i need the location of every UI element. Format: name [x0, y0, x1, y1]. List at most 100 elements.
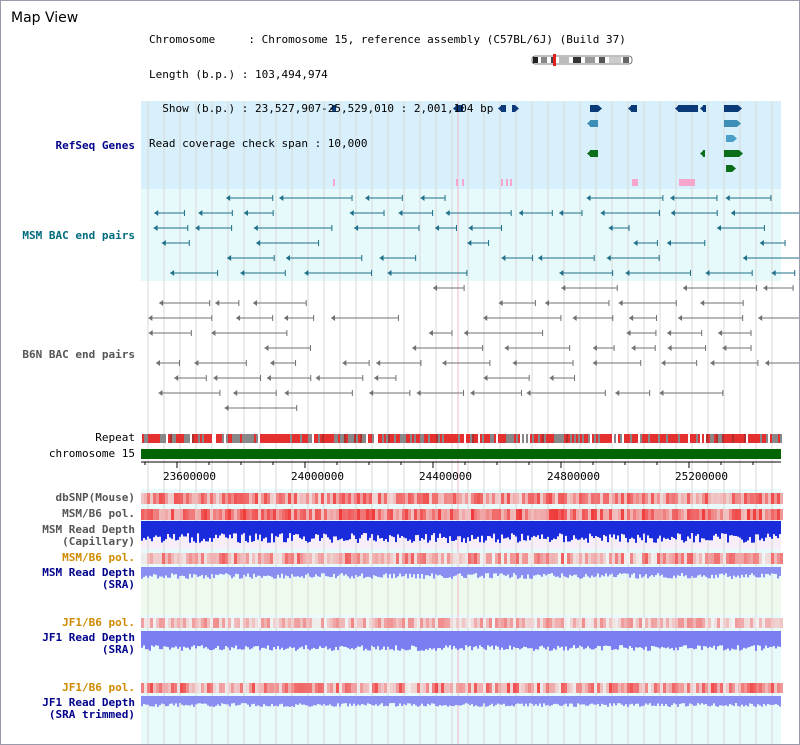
repeat-segment: [386, 434, 388, 443]
dbsnp-heat: [534, 493, 537, 504]
msm-capillary-depth: [267, 521, 269, 543]
msm-sra-depth: [173, 567, 175, 575]
repeat-segment: [354, 434, 356, 443]
msm-sra-depth: [627, 567, 629, 574]
jf1-sra-depth: [605, 631, 607, 646]
dbsnp-heat: [432, 493, 435, 504]
msm-pol2-heat: [699, 553, 702, 564]
jf1-pol2-heat: [156, 683, 159, 693]
repeat-segment: [378, 434, 380, 443]
msm-bac-pair-end: [154, 210, 159, 216]
msm-capillary-depth: [725, 521, 727, 534]
msm-capillary-depth: [483, 521, 485, 543]
jf1-trim-depth: [669, 696, 671, 707]
jf1-sra-depth: [559, 631, 561, 648]
msm-pol-heat: [216, 509, 219, 520]
dbsnp-heat: [291, 493, 294, 504]
msm-pol-heat: [318, 509, 321, 520]
jf1-sra-depth: [283, 631, 285, 650]
jf1-trim-depth: [205, 696, 207, 704]
jf1-sra-depth: [201, 631, 203, 646]
msm-capillary-depth: [597, 521, 599, 537]
msm-sra-depth: [761, 567, 763, 574]
jf1-sra-depth: [475, 631, 477, 647]
msm-capillary-depth: [507, 521, 509, 538]
gene-marker: [506, 179, 508, 186]
msm-capillary-depth: [399, 521, 401, 538]
msm-capillary-depth: [203, 521, 205, 539]
jf1-sra-depth: [673, 631, 675, 651]
repeat-segment: [632, 434, 634, 443]
jf1-pol-heat: [174, 618, 177, 628]
msm-capillary-depth: [287, 521, 289, 539]
dbsnp-heat: [348, 493, 351, 504]
b6n-bac-pair-end: [667, 330, 672, 336]
jf1-sra-depth: [653, 631, 655, 647]
msm-sra-depth: [287, 567, 289, 577]
jf1-trim-depth: [715, 696, 717, 707]
msm-capillary-depth: [489, 521, 491, 537]
msm-capillary-depth: [553, 521, 555, 539]
jf1-trim-depth: [733, 696, 735, 707]
chromosome-ideogram[interactable]: [529, 54, 635, 66]
msm-pol2-heat: [537, 553, 540, 564]
msm-capillary-depth: [585, 521, 587, 539]
msm-sra-depth: [379, 567, 381, 578]
msm-sra-depth: [613, 567, 615, 578]
dbsnp-heat: [441, 493, 444, 504]
dbsnp-heat: [774, 493, 777, 504]
repeat-segment: [510, 434, 512, 443]
msm-sra-depth: [535, 567, 537, 576]
msm-sra-depth: [205, 567, 207, 576]
dbsnp-heat: [546, 493, 549, 504]
gene-arrow: [733, 135, 737, 142]
msm-sra-depth: [509, 567, 511, 578]
msm-capillary-depth: [579, 521, 581, 540]
jf1-pol-heat: [570, 618, 573, 628]
jf1-trim-depth: [213, 696, 215, 707]
msm-capillary-depth: [385, 521, 387, 540]
jf1-pol2-heat: [708, 683, 711, 693]
repeat-segment: [338, 434, 340, 443]
repeat-segment: [612, 434, 614, 443]
jf1-sra-depth: [431, 631, 433, 650]
jf1-pol-heat: [453, 618, 456, 628]
msm-sra-depth: [729, 567, 731, 577]
repeat-segment: [494, 434, 496, 443]
msm-pol2-heat: [630, 553, 633, 564]
repeat-segment: [382, 434, 384, 443]
jf1-sra-depth: [657, 631, 659, 648]
dbsnp-heat: [507, 493, 510, 504]
msm-capillary-depth: [225, 521, 227, 538]
repeat-segment: [304, 434, 306, 443]
dbsnp-heat: [579, 493, 582, 504]
jf1-pol-heat: [603, 618, 606, 628]
msm-pol2-heat: [348, 553, 351, 564]
jf1-sra-depth: [581, 631, 583, 647]
msm-capillary-depth: [193, 521, 195, 542]
msm-pol2-heat: [414, 553, 417, 564]
msm-sra-depth: [585, 567, 587, 575]
msm-bac-pair-end: [279, 195, 284, 201]
jf1-pol-heat: [477, 618, 480, 628]
msm-bac-pair-end: [608, 225, 613, 231]
jf1-trim-depth: [221, 696, 223, 704]
jf1-pol-heat: [201, 618, 204, 628]
jf1-pol-heat: [729, 618, 732, 628]
msm-capillary-depth: [177, 521, 179, 540]
jf1-pol2-heat: [186, 683, 189, 693]
jf1-sra-depth: [617, 631, 619, 650]
repeat-segment: [436, 434, 438, 443]
jf1-pol2-heat: [231, 683, 234, 693]
msm-capillary-depth: [265, 521, 267, 538]
jf1-pol-heat: [480, 618, 483, 628]
repeat-segment: [218, 434, 220, 443]
msm-sra-depth: [413, 567, 415, 575]
jf1-trim-depth: [385, 696, 387, 706]
b6n-bac-pair-end: [412, 345, 417, 351]
msm-pol-heat: [630, 509, 633, 520]
msm-capillary-depth: [735, 521, 737, 536]
jf1-pol2-heat: [660, 683, 663, 693]
dbsnp-heat: [522, 493, 525, 504]
